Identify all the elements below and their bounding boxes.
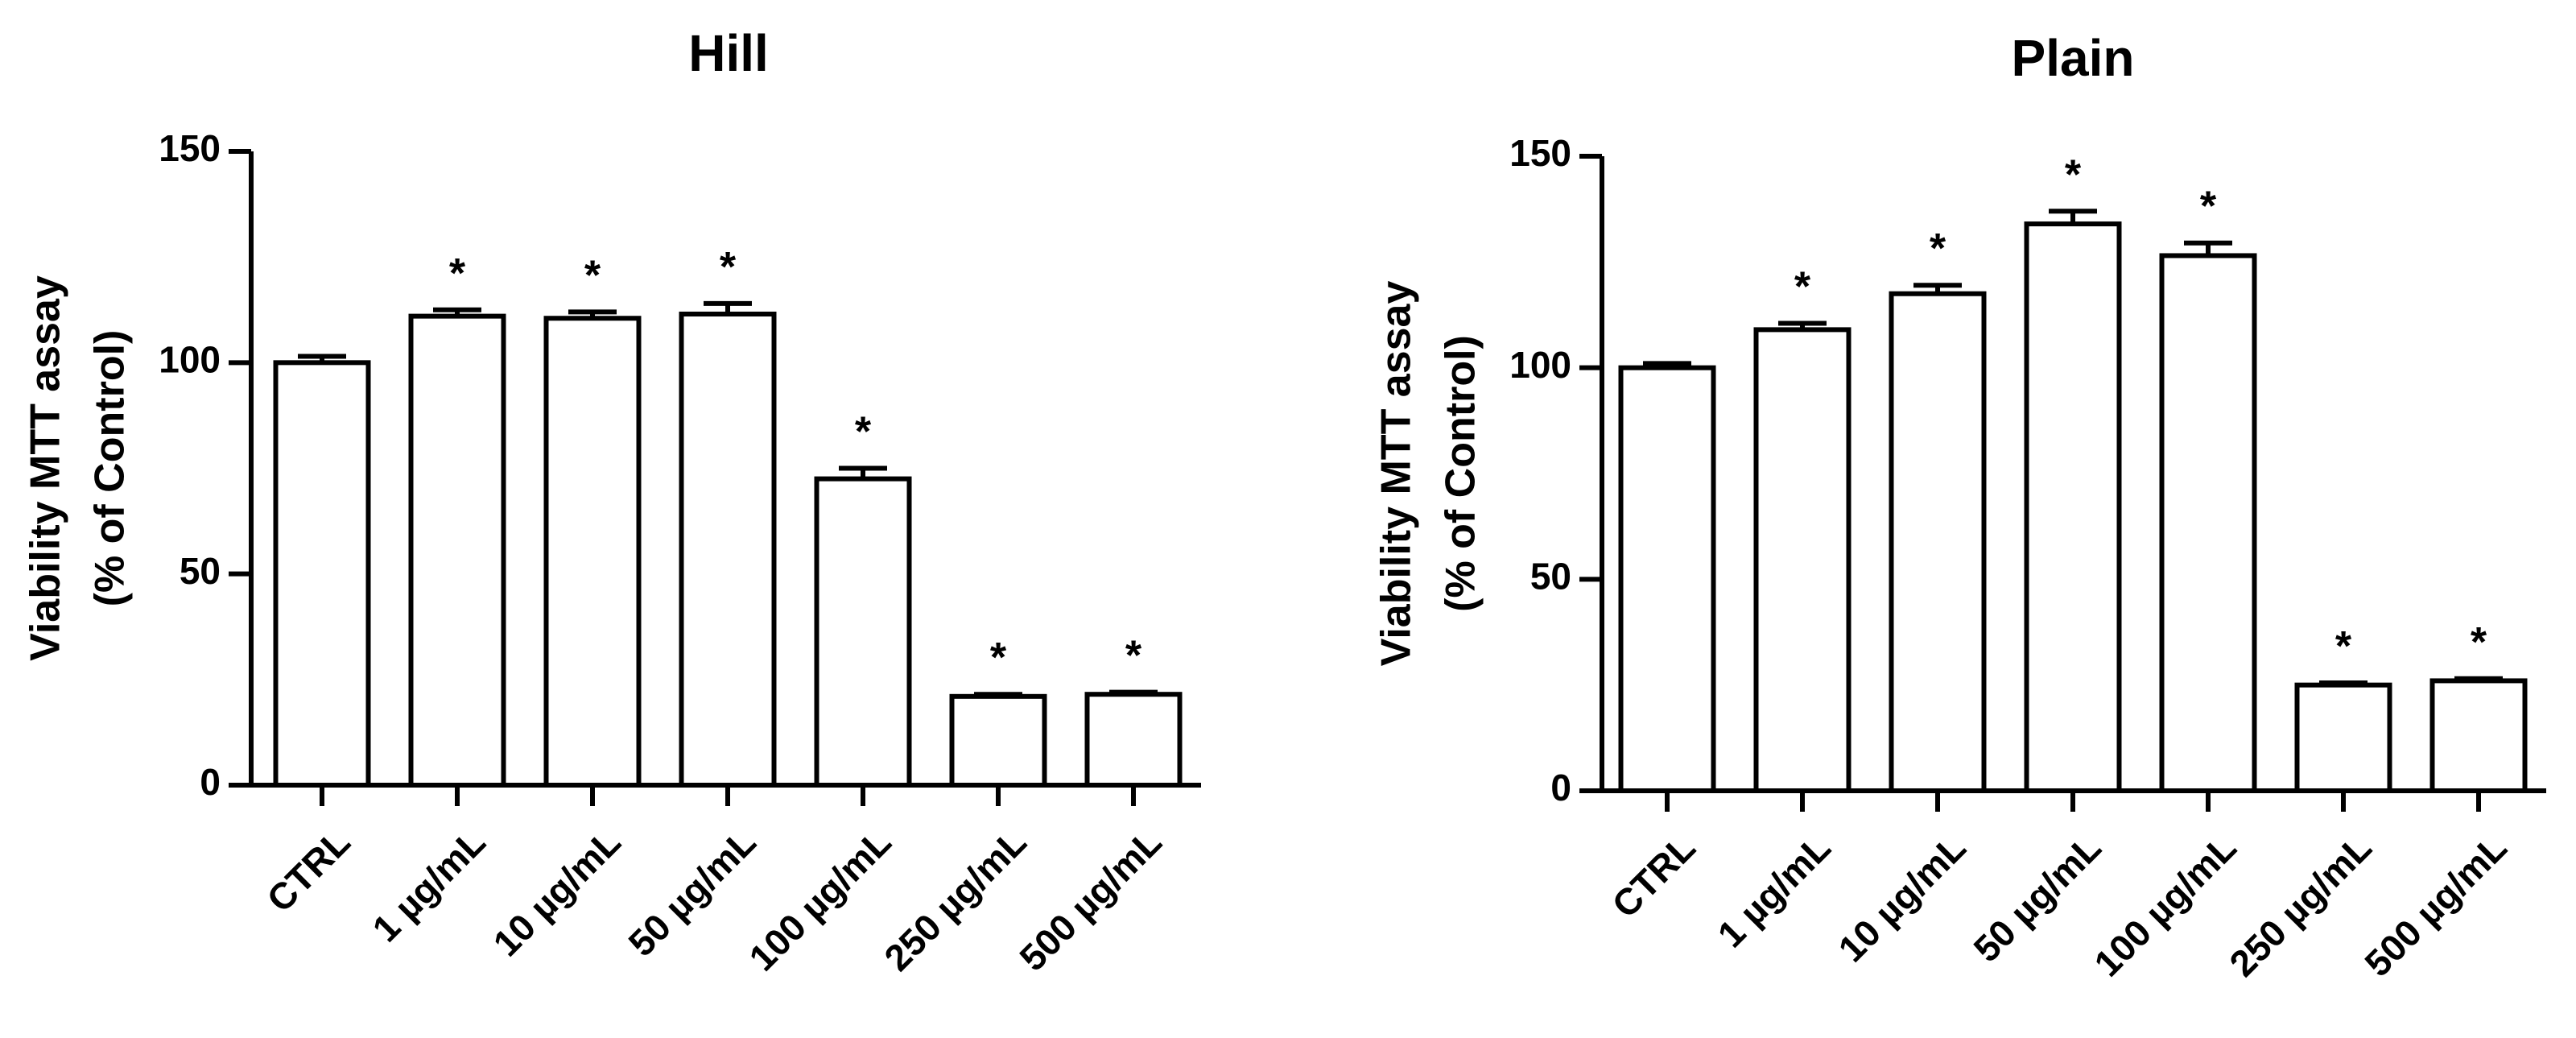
x-tick-label: 100 µg/mL [741,821,899,979]
x-tick-label: 100 µg/mL [2086,826,2244,985]
y-axis-label: (% of Control) [87,330,134,607]
y-tick-label: 100 [1509,344,1571,386]
chart-title: Plain [2012,29,2135,87]
bar [2159,253,2257,794]
x-tick-label: 10 µg/mL [485,821,628,964]
x-tick-label: 250 µg/mL [876,821,1034,979]
x-tick-label: 1 µg/mL [1709,826,1838,955]
significance-marker: * [2471,619,2487,666]
significance-marker: * [2335,623,2352,670]
y-tick-label: 0 [200,761,221,803]
y-tick-label: 100 [159,338,221,380]
bar [814,476,912,788]
significance-marker: * [990,635,1007,681]
bar [543,316,642,788]
y-tick-label: 50 [180,550,221,592]
significance-marker: * [855,409,872,456]
bar [2429,678,2528,793]
x-tick-label: CTRL [1604,826,1703,925]
significance-marker: * [449,250,466,297]
bar [1618,365,1716,793]
significance-marker: * [1794,264,1811,311]
y-axis-label: Viability MTT assay [1373,281,1420,667]
y-axis-label: Viability MTT assay [23,275,69,661]
bar [273,360,371,788]
bar [2024,221,2122,793]
significance-marker: * [2200,184,2217,230]
y-tick-label: 50 [1530,555,1571,597]
significance-marker: * [2065,151,2082,198]
bar [949,693,1047,788]
x-tick-label: 500 µg/mL [1011,821,1170,979]
x-tick-label: 10 µg/mL [1830,826,1973,970]
chart-title: Hill [688,24,769,82]
bar [1084,692,1183,788]
significance-marker: * [720,244,737,291]
significance-marker: * [584,252,601,299]
bar [408,313,506,788]
significance-marker: * [1930,225,1946,272]
x-tick-label: CTRL [258,821,357,920]
x-tick-label: 50 µg/mL [1965,826,2108,970]
y-tick-label: 150 [159,127,221,169]
y-axis-label: (% of Control) [1438,335,1484,612]
bar [679,311,777,788]
x-tick-label: 500 µg/mL [2356,826,2515,985]
x-tick-label: 1 µg/mL [364,821,493,949]
x-tick-label: 50 µg/mL [620,821,763,964]
x-tick-label: 250 µg/mL [2221,826,2380,985]
y-tick-label: 150 [1509,132,1571,174]
bar [1753,327,1852,793]
bar [1889,291,1987,793]
significance-marker: * [1125,633,1142,680]
y-tick-label: 0 [1550,767,1571,808]
bar [2294,682,2392,794]
